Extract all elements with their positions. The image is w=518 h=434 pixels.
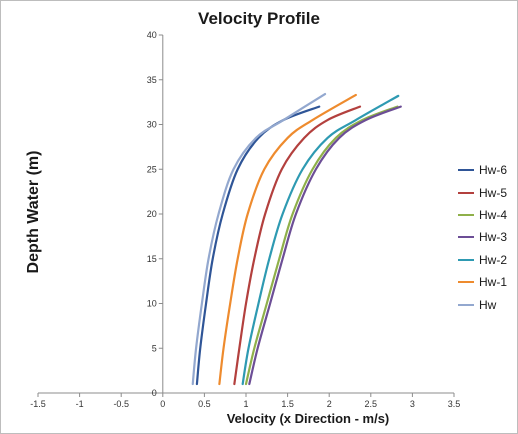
legend-label: Hw-3 [479,230,508,245]
series-line-hw-1 [218,93,357,386]
legend-item: Hw-5 [458,181,516,203]
series-lines [191,92,402,386]
x-tick-label: 3.5 [448,399,461,409]
series-line-hw-4 [244,105,399,386]
x-tick-label: 0.5 [198,399,211,409]
legend-label: Hw [479,297,497,312]
legend-swatch [458,258,474,261]
legend-swatch [458,303,474,306]
legend-item: Hw-4 [458,204,516,226]
y-tick-label: 0 [152,388,157,398]
x-tick-label: -0.5 [113,399,129,409]
chart-title: Velocity Profile [198,9,320,28]
y-tick-label: 5 [152,343,157,353]
legend-swatch [458,236,474,239]
axes: -1.5 -1 -0.5 0 0.5 1 1.5 2 2.5 3 3.5 0 5 10 15 20 25 30 35… [30,30,460,409]
legend: Hw-6 Hw-5 Hw-4 Hw-3 Hw-2 Hw-1 Hw [458,159,516,316]
series-line-hw [191,92,327,386]
y-tick-label: 40 [147,30,157,40]
legend-item: Hw-6 [458,159,516,181]
legend-item: Hw-3 [458,226,516,248]
x-tick-label: 0 [160,399,165,409]
x-tick-label: 1.5 [281,399,294,409]
legend-swatch [458,169,474,172]
legend-item: Hw-2 [458,249,516,271]
legend-label: Hw-5 [479,185,508,200]
series-line-hw-5 [233,105,362,386]
legend-label: Hw-1 [479,275,508,290]
y-axis-label: Depth Water (m) [25,150,42,274]
x-tick-label: 1 [243,399,248,409]
y-tick-label: 35 [147,75,157,85]
y-tick-label: 30 [147,120,157,130]
y-tick-label: 10 [147,299,157,309]
legend-label: Hw-4 [479,207,508,222]
x-tick-label: -1 [76,399,84,409]
legend-item: Hw [458,293,516,315]
legend-label: Hw-6 [479,163,508,178]
series-line-hw-2 [241,94,400,386]
x-axis-label: Velocity (x Direction - m/s) [226,411,390,426]
x-tick-label: 2.5 [365,399,378,409]
x-tick-label: 3 [410,399,415,409]
y-tick-label: 15 [147,254,157,264]
x-tick-label: 2 [327,399,332,409]
legend-swatch [458,213,474,216]
legend-label: Hw-2 [479,252,508,267]
y-tick-label: 25 [147,164,157,174]
x-tick-label: -1.5 [30,399,46,409]
y-tick-label: 20 [147,209,157,219]
series-line-hw-3 [248,105,402,386]
legend-swatch [458,191,474,194]
legend-swatch [458,281,474,284]
legend-item: Hw-1 [458,271,516,293]
